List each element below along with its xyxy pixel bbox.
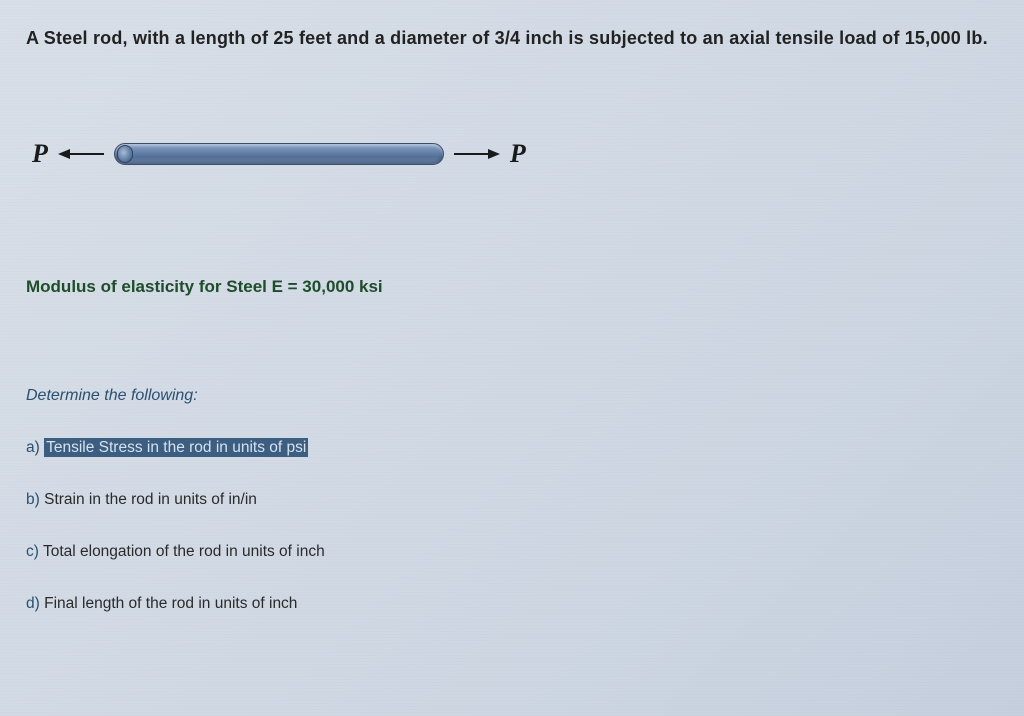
- problem-statement: A Steel rod, with a length of 25 feet an…: [26, 28, 998, 49]
- question-list: a) Tensile Stress in the rod in units of…: [26, 439, 998, 613]
- question-b: b) Strain in the rod in units of in/in: [26, 491, 998, 509]
- question-c-text: Total elongation of the rod in units of …: [43, 543, 325, 560]
- question-a-label: a): [26, 439, 40, 456]
- question-c-label: c): [26, 543, 39, 560]
- question-d: d) Final length of the rod in units of i…: [26, 595, 998, 613]
- right-force-label: P: [510, 139, 526, 169]
- rod-diagram: P P: [32, 139, 998, 169]
- rod-shape: [114, 143, 444, 165]
- right-arrow-icon: [454, 147, 500, 161]
- left-force-label: P: [32, 139, 48, 169]
- determine-prompt: Determine the following:: [26, 387, 998, 405]
- question-c: c) Total elongation of the rod in units …: [26, 543, 998, 561]
- question-a: a) Tensile Stress in the rod in units of…: [26, 439, 998, 457]
- question-b-label: b): [26, 491, 40, 508]
- question-a-text: Tensile Stress in the rod in units of ps…: [44, 438, 308, 457]
- question-d-label: d): [26, 595, 40, 612]
- question-b-text: Strain in the rod in units of in/in: [44, 491, 257, 508]
- left-arrow-icon: [58, 147, 104, 161]
- question-d-text: Final length of the rod in units of inch: [44, 595, 297, 612]
- problem-page: A Steel rod, with a length of 25 feet an…: [0, 0, 1024, 716]
- modulus-line: Modulus of elasticity for Steel E = 30,0…: [26, 277, 998, 297]
